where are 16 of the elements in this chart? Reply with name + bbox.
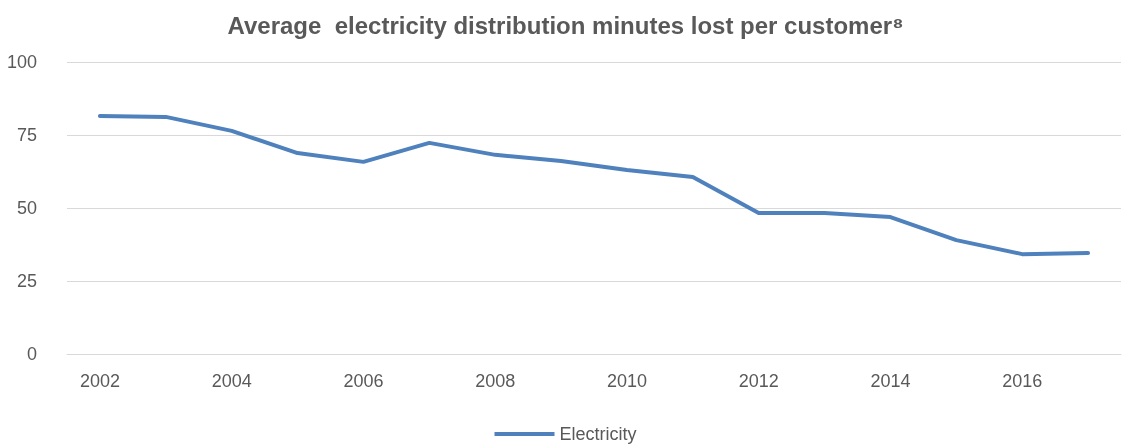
x-tick-label: 2016 xyxy=(1002,371,1043,391)
chart-title: Average electricity distribution minutes lost per customer⁸ xyxy=(227,11,904,39)
line-series xyxy=(97,114,1091,257)
y-tick-label: 100 xyxy=(6,52,37,72)
y-tick-label: 25 xyxy=(16,271,37,291)
x-tick-label: 2006 xyxy=(343,371,384,391)
y-tick-label: 50 xyxy=(16,198,37,218)
x-tick-label: 2004 xyxy=(211,371,252,391)
x-tick-label: 2010 xyxy=(606,371,647,391)
x-tick-label: 2014 xyxy=(870,371,911,391)
x-tick-label: 2008 xyxy=(475,371,516,391)
y-tick-label: 75 xyxy=(16,125,37,145)
y-tick-label: 0 xyxy=(26,344,37,364)
x-tick-label: 2012 xyxy=(738,371,779,391)
legend-label: Electricity xyxy=(559,424,637,444)
x-tick-label: 2002 xyxy=(79,371,120,391)
